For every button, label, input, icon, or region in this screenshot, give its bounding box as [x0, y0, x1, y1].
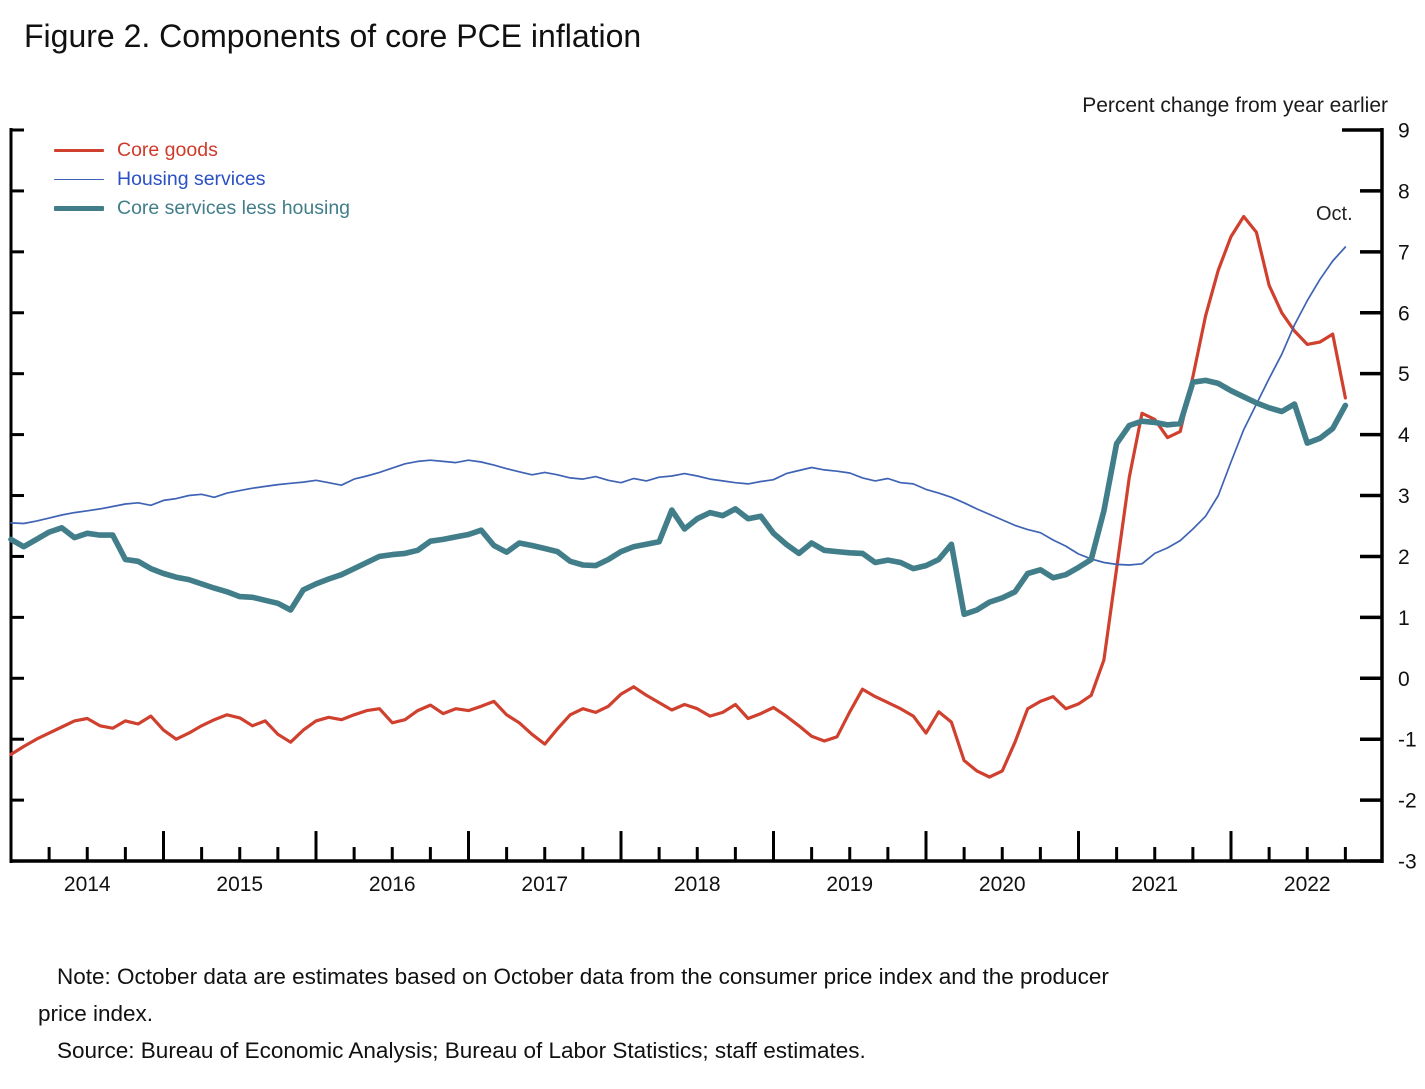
- y-axis-tick-label: -2: [1398, 790, 1417, 813]
- x-axis-year-label: 2017: [521, 873, 568, 896]
- source-text: Source: Bureau of Economic Analysis; Bur…: [57, 1038, 866, 1063]
- note-text-line2: price index.: [38, 1001, 154, 1026]
- x-axis-year-label: 2015: [216, 873, 263, 896]
- x-axis-year-label: 2021: [1131, 873, 1178, 896]
- y-axis-tick-label: 0: [1398, 668, 1410, 691]
- oct-data-annotation: Oct.: [1316, 203, 1353, 225]
- housing-services-swatch: [54, 178, 104, 181]
- y-axis-tick-label: 6: [1398, 302, 1410, 325]
- legend-item-core-goods: Core goods: [54, 136, 414, 165]
- y-axis-tick-label: 4: [1398, 424, 1410, 447]
- housing-services-line: [10, 246, 1347, 566]
- core-services-swatch: [54, 205, 104, 212]
- y-axis-tick-label: 2: [1398, 546, 1410, 569]
- y-axis-tick-label: -1: [1398, 729, 1417, 752]
- y-axis-tick-label: -3: [1398, 851, 1417, 874]
- y-axis-tick-label: 7: [1398, 241, 1410, 264]
- legend-label: Core goods: [117, 139, 218, 161]
- footnotes: Note: October data are estimates based o…: [0, 958, 1425, 1069]
- core-goods-line: [9, 214, 1348, 779]
- core-services-less-housing-line: [8, 377, 1349, 618]
- x-axis-year-label: 2014: [64, 873, 111, 896]
- y-axis-tick-label: 5: [1398, 363, 1410, 386]
- y-axis-tick-label: 8: [1398, 180, 1410, 203]
- legend-item-core-services: Core services less housing: [54, 194, 414, 223]
- x-axis-year-label: 2020: [979, 873, 1026, 896]
- legend-label: Core services less housing: [117, 197, 351, 219]
- y-axis-tick-label: 1: [1398, 607, 1410, 630]
- figure-title: Figure 2. Components of core PCE inflati…: [24, 18, 642, 54]
- core-goods-swatch: [54, 148, 104, 153]
- x-axis-year-label: 2016: [369, 873, 416, 896]
- x-axis-year-label: 2019: [826, 873, 873, 896]
- y-axis-tick-label: 3: [1398, 485, 1410, 508]
- x-axis-year-label: 2018: [674, 873, 721, 896]
- legend-item-housing-services: Housing services: [54, 165, 414, 194]
- legend-label: Housing services: [117, 168, 266, 190]
- y-axis-caption: Percent change from year earlier: [1082, 94, 1388, 117]
- legend: Core goods Housing services Core service…: [54, 136, 414, 223]
- note-text-line1: Note: October data are estimates based o…: [57, 964, 1109, 989]
- y-axis-tick-label: 9: [1398, 120, 1410, 143]
- x-axis-year-label: 2022: [1284, 873, 1331, 896]
